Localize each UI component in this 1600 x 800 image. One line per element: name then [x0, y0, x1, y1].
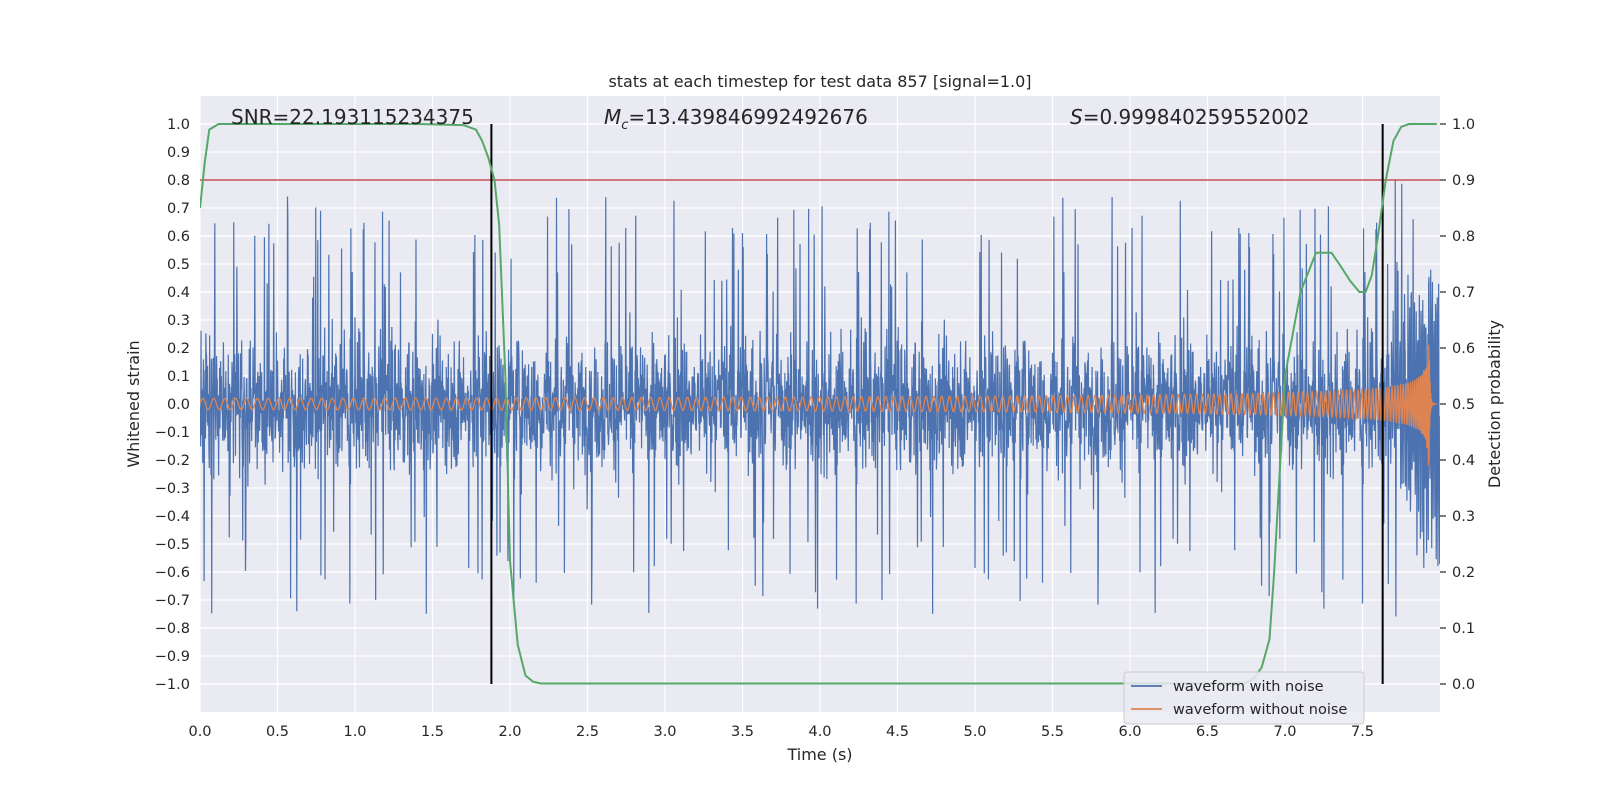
series-probability-layer — [200, 123, 1437, 685]
x-tick-label: 5.5 — [1041, 724, 1064, 740]
y-axis-label-right: Detection probability — [1485, 320, 1504, 488]
x-tick-label: 1.5 — [421, 724, 444, 740]
y-tick-label-right: 0.3 — [1452, 509, 1475, 525]
y-tick-label: 0.5 — [167, 257, 190, 273]
x-tick-label: 0.5 — [266, 724, 289, 740]
x-tick-label: 5.0 — [963, 724, 986, 740]
y-tick-label: 0.7 — [167, 201, 190, 217]
score-symbol: S — [1070, 105, 1083, 129]
chart-title: stats at each timestep for test data 857… — [608, 72, 1031, 91]
y-tick-label: 0.0 — [167, 397, 190, 413]
legend-label-clean: waveform without noise — [1173, 702, 1347, 718]
legend: waveform with noise waveform without noi… — [1123, 671, 1365, 725]
chirp-mass-annotation: Mc=13.439846992492676 — [604, 105, 868, 133]
x-tick-label: 0.0 — [188, 724, 211, 740]
x-tick-label: 1.0 — [343, 724, 366, 740]
y-tick-label: −0.4 — [155, 509, 190, 525]
y-tick-label-right: 0.1 — [1452, 621, 1475, 637]
y-axis-left: 1.0 0.9 0.8 0.7 0.6 0.5 0.4 0.3 0.2 0.1 0.0 −0.1 −0.… — [155, 117, 190, 693]
x-tick-label: 3.0 — [653, 724, 676, 740]
chirp-mass-value: =13.439846992492676 — [628, 105, 867, 129]
y-tick-label: −0.2 — [155, 453, 190, 469]
y-tick-label-right: 0.0 — [1452, 677, 1475, 693]
y-tick-label: −0.3 — [155, 481, 190, 497]
x-axis: 0.0 0.5 1.0 1.5 2.0 2.5 3.0 3.5 4.0 4.5 5.0 5.5 6.0 6… — [188, 724, 1374, 740]
x-tick-label: 7.0 — [1273, 724, 1296, 740]
series-noise-layer — [200, 179, 1440, 617]
y-tick-label-right: 0.2 — [1452, 565, 1475, 581]
x-tick-label: 4.0 — [808, 724, 831, 740]
score-value: =0.999840259552002 — [1083, 105, 1310, 129]
x-tick-label: 2.0 — [498, 724, 521, 740]
y-tick-label-right: 0.9 — [1452, 173, 1475, 189]
y-tick-label-right: 1.0 — [1452, 117, 1475, 133]
x-tick-label: 3.5 — [731, 724, 754, 740]
y-tick-label: −0.5 — [155, 537, 190, 553]
series-line-waveform-with-noise — [200, 179, 1440, 617]
y-tick-label: 0.3 — [167, 313, 190, 329]
y-tick-label-right: 0.4 — [1452, 453, 1475, 469]
y-tick-label-right: 0.7 — [1452, 285, 1475, 301]
y-axis-label-left: Whitened strain — [124, 340, 143, 467]
y-tick-label-right: 0.6 — [1452, 341, 1475, 357]
series-line-detection-probability — [200, 123, 1437, 685]
y-tick-label: −1.0 — [155, 677, 190, 693]
x-tick-label: 4.5 — [886, 724, 909, 740]
y-tick-label: −0.6 — [155, 565, 190, 581]
series-line-waveform-without-noise — [200, 344, 1437, 466]
snr-annotation: SNR=22.193115234375 — [231, 105, 474, 129]
y-tick-label: −0.1 — [155, 425, 190, 441]
legend-label-noise: waveform with noise — [1173, 679, 1324, 695]
y-tick-label: 0.6 — [167, 229, 190, 245]
x-tick-label: 7.5 — [1351, 724, 1374, 740]
y-tick-label: 0.1 — [167, 369, 190, 385]
x-tick-label: 6.0 — [1118, 724, 1141, 740]
x-axis-label: Time (s) — [786, 745, 852, 764]
x-tick-label: 6.5 — [1196, 724, 1219, 740]
legend-box — [1123, 671, 1365, 725]
chirp-mass-symbol: M — [604, 105, 621, 129]
y-tick-label: −0.7 — [155, 593, 190, 609]
y-tick-label: 0.9 — [167, 145, 190, 161]
y-tick-label: 1.0 — [167, 117, 190, 133]
y-tick-label-right: 0.8 — [1452, 229, 1475, 245]
series-clean-layer — [200, 344, 1437, 466]
y-tick-label: 0.4 — [167, 285, 190, 301]
y-axis-right: 1.0 0.9 0.8 0.7 0.6 0.5 0.4 0.3 0.2 0.1 0.0 — [1440, 117, 1475, 693]
x-tick-label: 2.5 — [576, 724, 599, 740]
score-annotation: S=0.999840259552002 — [1070, 105, 1309, 129]
y-tick-label: −0.8 — [155, 621, 190, 637]
y-tick-label: −0.9 — [155, 649, 190, 665]
y-tick-label: 0.8 — [167, 173, 190, 189]
y-tick-label: 0.2 — [167, 341, 190, 357]
vertical-lines — [490, 124, 1384, 684]
chirp-mass-subscript: c — [621, 118, 628, 133]
y-tick-label-right: 0.5 — [1452, 397, 1475, 413]
